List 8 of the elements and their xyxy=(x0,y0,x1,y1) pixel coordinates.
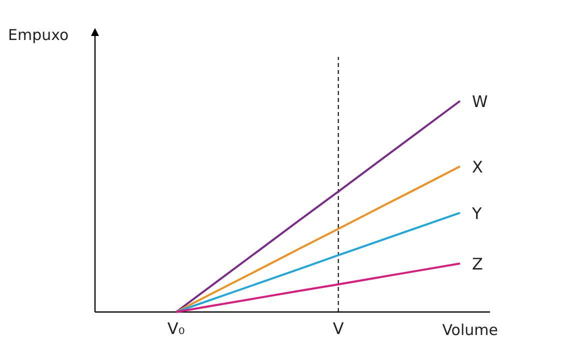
x-axis-title: Volume xyxy=(442,321,498,339)
series-label: Z xyxy=(472,254,483,274)
series-label: Y xyxy=(471,204,482,223)
x-tick-label: V₀ xyxy=(167,319,185,338)
x-tick-label: V xyxy=(332,319,344,338)
series-label: W xyxy=(472,92,488,111)
series-label: X xyxy=(472,157,483,176)
y-axis-title: Empuxo xyxy=(8,26,69,44)
